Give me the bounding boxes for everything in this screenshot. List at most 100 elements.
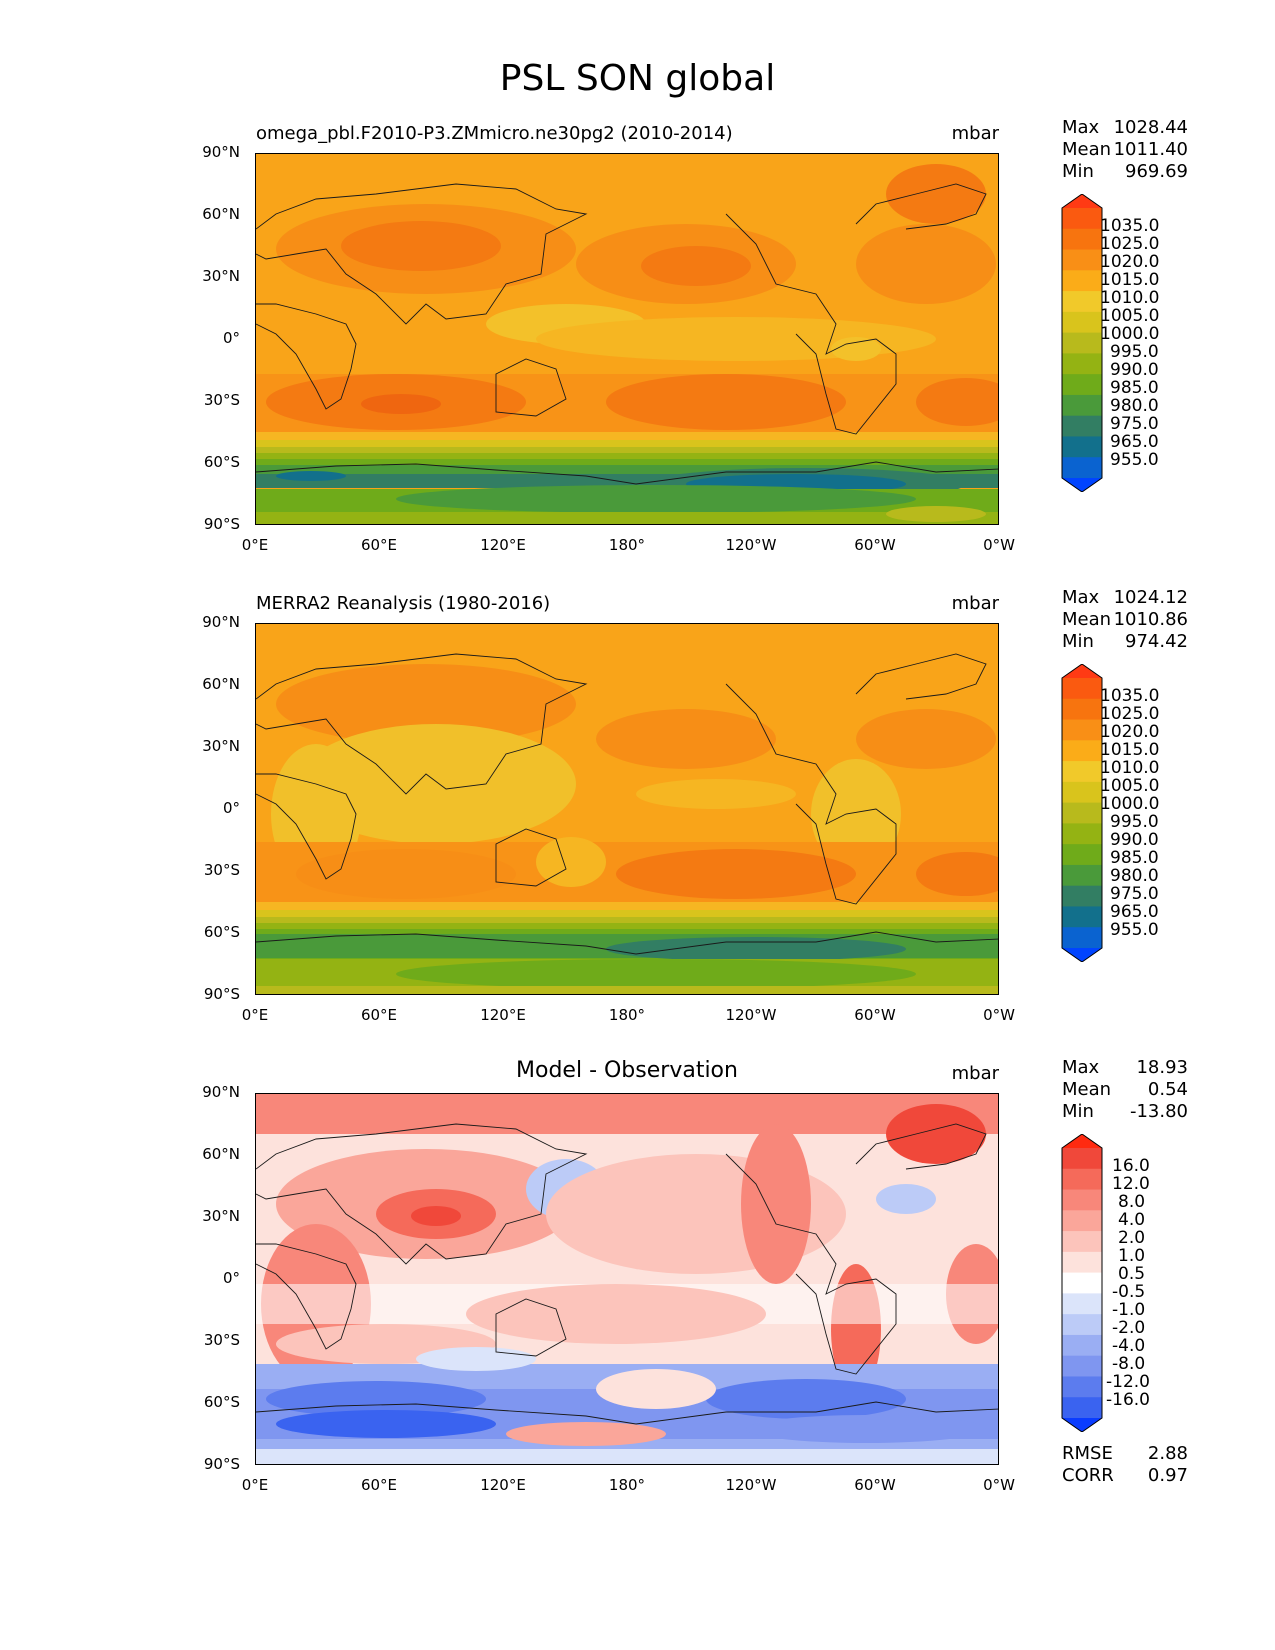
panel1-xtick: 120°W: [725, 536, 777, 554]
panel1-ytick: 90°S: [203, 515, 240, 533]
colorbar-segment: [1062, 374, 1102, 396]
panel2-xtick: 0°W: [983, 1006, 1015, 1024]
panel1-cb-label: 1010.0: [1100, 288, 1160, 308]
panel3-cb-label: -16.0: [1106, 1390, 1150, 1410]
panel1-colorbar: [1061, 194, 1103, 492]
colorbar-segment: [1062, 1168, 1102, 1191]
panel3-title: Model - Observation: [516, 1058, 738, 1083]
panel2-cb-label: 990.0: [1110, 830, 1159, 850]
panel1-cb-label: 975.0: [1110, 414, 1159, 434]
colorbar-segment: [1062, 1272, 1102, 1294]
panel1-cb-label: 1035.0: [1100, 216, 1160, 236]
panel1-ytick: 90°N: [202, 143, 240, 161]
colorbar-segment: [1062, 864, 1102, 887]
colorbar-segment: [1062, 719, 1102, 741]
panel1-cb-label: 1005.0: [1100, 306, 1160, 326]
panel2-cb-label: 995.0: [1110, 812, 1159, 832]
panel2-mean-label: Mean: [1062, 609, 1112, 630]
panel3-cb-label: -4.0: [1112, 1336, 1146, 1356]
panel3-units: mbar: [951, 1063, 999, 1084]
panel3-rmse-value: 2.88: [1147, 1443, 1188, 1464]
panel3-map: [255, 1093, 999, 1465]
colorbar-outline: [1061, 1134, 1103, 1432]
colorbar-segment: [1062, 1376, 1102, 1398]
colorbar-segment: [1062, 781, 1102, 804]
panel3-max-label: Max: [1062, 1057, 1100, 1078]
panel1-mean-label: Mean: [1062, 139, 1112, 160]
colorbar-segment: [1062, 1334, 1102, 1357]
panel2-subtitle: MERRA2 Reanalysis (1980-2016): [256, 593, 551, 614]
panel1-map-field: [256, 154, 998, 524]
panel2-cb-label: 980.0: [1110, 866, 1159, 886]
panel3-xtick: 120°E: [480, 1476, 526, 1494]
panel2-xtick: 60°W: [854, 1006, 896, 1024]
panel3-cb-label: -8.0: [1112, 1354, 1146, 1374]
panel2-cb-label: 955.0: [1110, 920, 1159, 940]
panel3-cb-label: -0.5: [1112, 1282, 1146, 1302]
colorbar-top-cap: [1062, 1134, 1102, 1148]
panel3-xtick: 0°E: [241, 1476, 269, 1494]
colorbar-segment: [1062, 678, 1102, 700]
panel1-ytick: 60°S: [203, 453, 240, 471]
colorbar-bottom-cap: [1062, 1418, 1102, 1432]
colorbar-segment: [1062, 1189, 1102, 1211]
panel2-cb-label: 1005.0: [1100, 776, 1160, 796]
panel3-xtick: 120°W: [725, 1476, 777, 1494]
panel1-cb-label: 990.0: [1110, 360, 1159, 380]
colorbar-segment: [1062, 436, 1102, 458]
colorbar-segment: [1062, 802, 1102, 824]
colorbar-segment: [1062, 249, 1102, 271]
panel3-ytick: 90°N: [202, 1083, 240, 1101]
colorbar-top-cap: [1062, 664, 1102, 678]
panel3-xtick: 60°W: [854, 1476, 896, 1494]
panel1-cb-label: 1000.0: [1100, 324, 1160, 344]
colorbar-segment: [1062, 844, 1102, 866]
panel2-ytick: 30°N: [202, 737, 240, 755]
panel1-units: mbar: [951, 123, 999, 144]
panel1-cb-label: 1020.0: [1100, 252, 1160, 272]
panel2-colorbar: [1061, 664, 1103, 962]
panel3-map-field: [256, 1094, 998, 1464]
colorbar-segment: [1062, 415, 1102, 438]
panel1-xtick: 120°E: [480, 536, 526, 554]
panel2-cb-label: 975.0: [1110, 884, 1159, 904]
panel1-xtick: 0°E: [241, 536, 269, 554]
colorbar-bottom-cap: [1062, 948, 1102, 962]
panel2-min-label: Min: [1062, 631, 1094, 652]
colorbar-segment: [1062, 1293, 1102, 1315]
colorbar-segment: [1062, 823, 1102, 845]
colorbar-segment: [1062, 311, 1102, 334]
panel3-cb-label: 2.0: [1118, 1228, 1146, 1248]
panel2-cb-label: 1035.0: [1100, 686, 1160, 706]
colorbar-segment: [1062, 1355, 1102, 1378]
panel3-min-value: -13.80: [1129, 1101, 1188, 1122]
colorbar-segment: [1062, 394, 1102, 417]
colorbar-segment: [1062, 332, 1102, 354]
panel2-xtick: 120°E: [480, 1006, 526, 1024]
panel3-max-value: 18.93: [1136, 1057, 1188, 1078]
panel2-xtick: 0°E: [241, 1006, 269, 1024]
panel1-cb-label: 980.0: [1110, 396, 1159, 416]
panel2-cb-label: 985.0: [1110, 848, 1159, 868]
colorbar-segment: [1062, 228, 1102, 251]
panel3-ytick: 60°S: [203, 1393, 240, 1411]
panel3-cb-label: 0.5: [1118, 1264, 1146, 1284]
panel3-cb-label: 1.0: [1118, 1246, 1146, 1266]
colorbar-segment: [1062, 740, 1102, 762]
panel2-ytick: 0°: [222, 799, 240, 817]
panel3-corr-value: 0.97: [1147, 1465, 1188, 1486]
panel3-ytick: 90°S: [203, 1455, 240, 1473]
panel3-cb-label: 8.0: [1118, 1192, 1146, 1212]
panel2-ytick: 90°S: [203, 985, 240, 1003]
panel2-cb-label: 1025.0: [1100, 704, 1160, 724]
colorbar-segment: [1062, 1397, 1102, 1419]
panel3-mean-label: Mean: [1062, 1079, 1112, 1100]
panel3-ytick: 0°: [222, 1269, 240, 1287]
panel2-ytick: 30°S: [203, 861, 240, 879]
panel1-xtick: 0°W: [983, 536, 1015, 554]
panel3-cb-label: -1.0: [1112, 1300, 1146, 1320]
panel3-cb-label: -2.0: [1112, 1318, 1146, 1338]
panel1-cb-label: 955.0: [1110, 450, 1159, 470]
panel1-ytick: 60°N: [202, 205, 240, 223]
panel1-mean-value: 1011.40: [1113, 139, 1188, 160]
